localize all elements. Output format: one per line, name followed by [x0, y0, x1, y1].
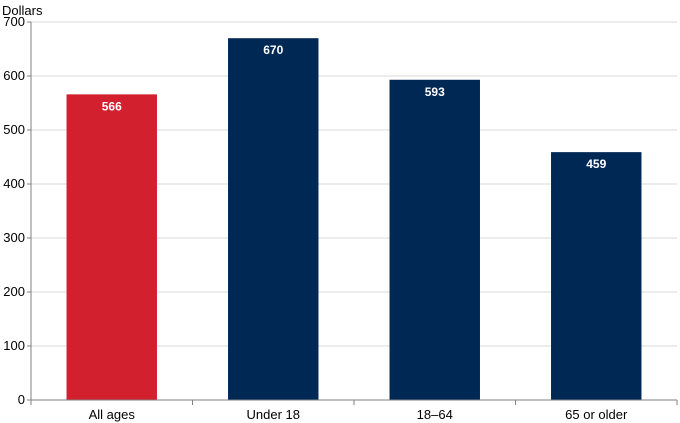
bar-value-label: 593 — [425, 85, 445, 99]
y-axis-unit-label: Dollars — [2, 3, 43, 18]
bar-value-label: 566 — [102, 99, 122, 113]
y-tick-label: 600 — [3, 68, 25, 83]
x-axis-ticks: All ages Under 18 18–64 65 or older — [30, 400, 678, 422]
bar — [228, 38, 319, 400]
y-tick-label: 500 — [3, 122, 25, 137]
bar — [551, 152, 642, 400]
x-tick-label: Under 18 — [247, 407, 300, 422]
bar — [66, 94, 157, 401]
bar — [389, 79, 480, 400]
y-tick-label: 300 — [3, 230, 25, 245]
y-tick-label: 700 — [3, 14, 25, 29]
x-tick-label: All ages — [89, 407, 136, 422]
x-tick-label: 18–64 — [417, 407, 453, 422]
bars — [66, 38, 642, 401]
y-tick-label: 0 — [18, 392, 25, 407]
x-tick-label: 65 or older — [565, 407, 628, 422]
y-tick-label: 200 — [3, 284, 25, 299]
bar-value-labels: 566 670 593 459 — [102, 43, 607, 171]
bar-value-label: 459 — [586, 157, 606, 171]
y-tick-label: 100 — [3, 338, 25, 353]
y-axis-ticks: 0 100 200 300 400 500 600 700 — [3, 14, 31, 407]
bar-value-label: 670 — [263, 43, 283, 57]
y-tick-label: 400 — [3, 176, 25, 191]
